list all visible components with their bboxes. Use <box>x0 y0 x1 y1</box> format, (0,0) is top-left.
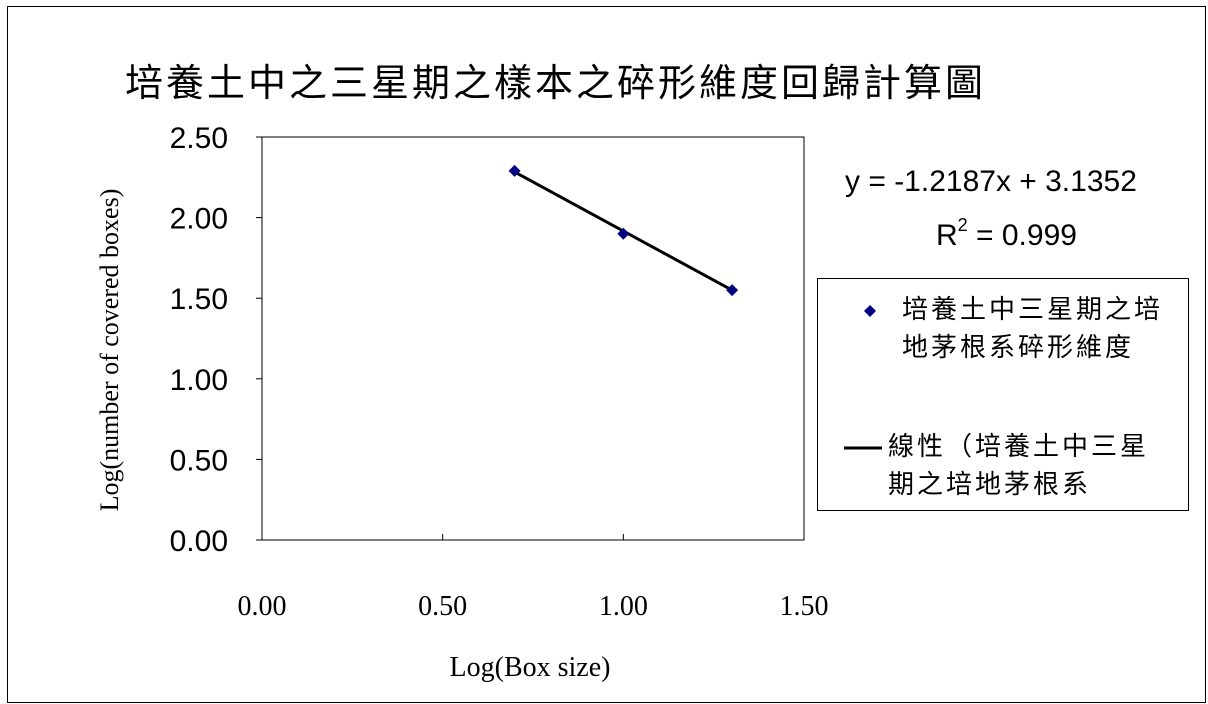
chart-title: 培養土中之三星期之樣本之碎形維度回歸計算圖 <box>125 61 987 105</box>
data-point <box>726 284 739 297</box>
r-squared-label: R2 = 0.999 <box>936 215 1077 253</box>
y-tick-label: 0.50 <box>170 444 228 477</box>
r-squared-exponent: 2 <box>957 215 968 235</box>
y-axis-title: Log(number of covered boxes) <box>95 188 124 512</box>
y-tick-label: 1.50 <box>170 283 228 316</box>
legend-label-trendline: 線性（培養土中三星期之培地茅根系 <box>888 432 1150 500</box>
y-tick-label: 1.00 <box>170 364 228 397</box>
r-squared-symbol: R <box>936 219 958 252</box>
r-squared-value: = 0.999 <box>967 219 1077 252</box>
legend-label-series: 培養土中三星期之培地茅根系碎形維度 <box>902 295 1164 363</box>
plot-frame <box>261 136 805 541</box>
x-tick-label: 0.00 <box>238 591 287 622</box>
x-tick-label: 0.50 <box>418 591 467 622</box>
y-tick-label: 2.50 <box>170 122 228 155</box>
legend-marker-icon <box>864 305 876 317</box>
y-tick-label: 0.00 <box>170 525 228 558</box>
data-point <box>508 164 521 177</box>
legend: 培養土中三星期之培地茅根系碎形維度 線性（培養土中三星期之培地茅根系 <box>817 278 1189 511</box>
y-tick-label: 2.00 <box>170 203 228 236</box>
legend-keys <box>844 305 882 450</box>
x-tick-label: 1.00 <box>599 591 648 622</box>
x-tick-label: 1.50 <box>780 591 829 622</box>
x-axis-title: Log(Box size) <box>449 652 611 683</box>
data-point <box>617 227 630 240</box>
trendline-equation: y = -1.2187x + 3.1352 <box>845 165 1137 198</box>
